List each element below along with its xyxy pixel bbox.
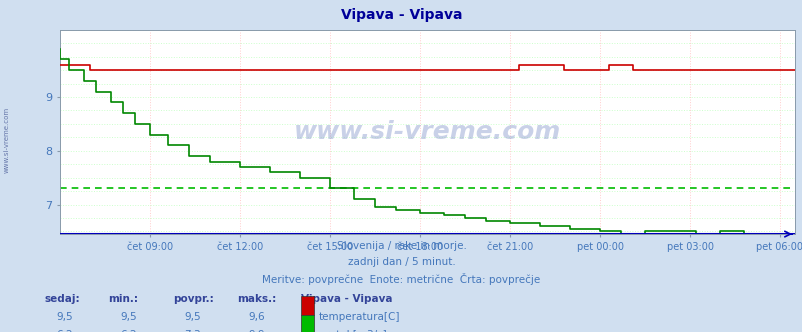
Text: Slovenija / reke in morje.: Slovenija / reke in morje. xyxy=(336,241,466,251)
Text: temperatura[C]: temperatura[C] xyxy=(318,312,399,322)
Text: Vipava - Vipava: Vipava - Vipava xyxy=(301,294,392,304)
Text: 9,9: 9,9 xyxy=(249,330,265,332)
Text: Vipava - Vipava: Vipava - Vipava xyxy=(340,8,462,22)
Text: Meritve: povprečne  Enote: metrične  Črta: povprečje: Meritve: povprečne Enote: metrične Črta:… xyxy=(262,273,540,285)
Text: www.si-vreme.com: www.si-vreme.com xyxy=(3,106,10,173)
Text: pretok[m3/s]: pretok[m3/s] xyxy=(318,330,386,332)
Text: www.si-vreme.com: www.si-vreme.com xyxy=(294,120,561,144)
Text: 9,5: 9,5 xyxy=(184,312,200,322)
Text: 7,3: 7,3 xyxy=(184,330,200,332)
Text: 9,5: 9,5 xyxy=(56,312,72,322)
Text: 6,2: 6,2 xyxy=(120,330,136,332)
Text: 9,5: 9,5 xyxy=(120,312,136,322)
Text: zadnji dan / 5 minut.: zadnji dan / 5 minut. xyxy=(347,257,455,267)
Text: maks.:: maks.: xyxy=(237,294,276,304)
Text: sedaj:: sedaj: xyxy=(44,294,79,304)
Text: min.:: min.: xyxy=(108,294,138,304)
Text: povpr.:: povpr.: xyxy=(172,294,213,304)
Text: 9,6: 9,6 xyxy=(249,312,265,322)
Text: 6,2: 6,2 xyxy=(56,330,72,332)
